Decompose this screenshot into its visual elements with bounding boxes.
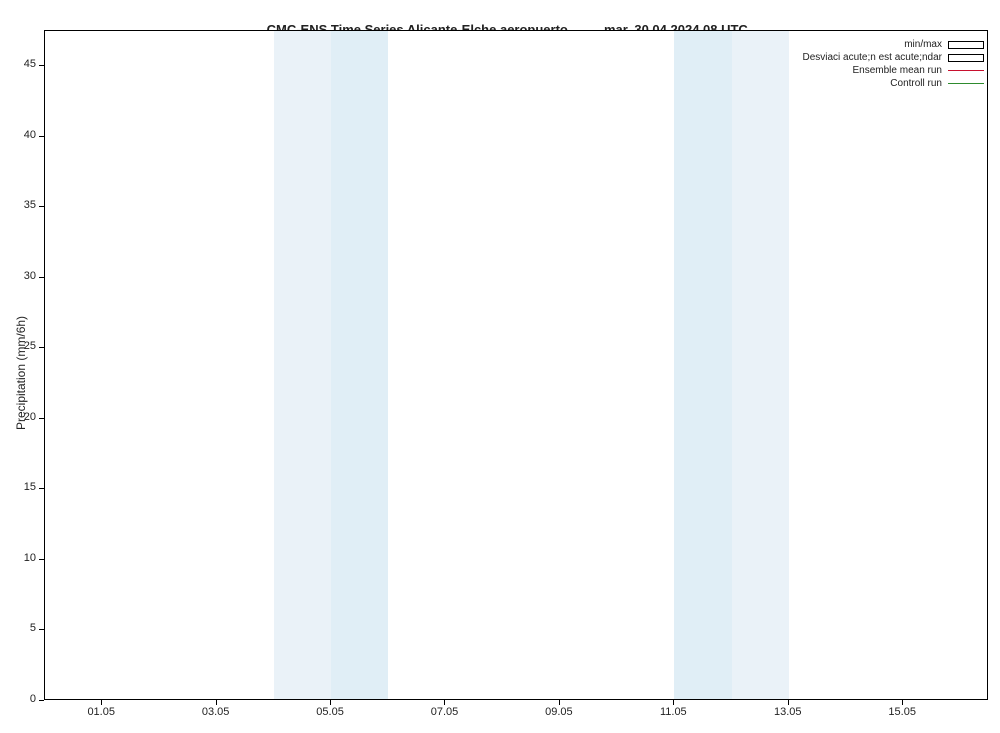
legend-label: min/max <box>904 39 942 50</box>
y-tick-label: 45 <box>6 58 36 70</box>
y-tick <box>39 418 44 419</box>
y-tick <box>39 700 44 701</box>
x-tick <box>216 700 217 705</box>
x-tick-label: 13.05 <box>774 706 802 718</box>
chart-container: CMC-ENS Time Series Alicante-Elche aerop… <box>0 0 1000 733</box>
x-tick-label: 01.05 <box>87 706 115 718</box>
y-tick-label: 40 <box>6 129 36 141</box>
y-tick <box>39 347 44 348</box>
y-tick <box>39 559 44 560</box>
y-tick-label: 0 <box>6 693 36 705</box>
shaded-band <box>331 31 388 699</box>
x-tick <box>902 700 903 705</box>
y-tick <box>39 629 44 630</box>
shaded-band <box>674 31 731 699</box>
legend: min/max Desviaci acute;n est acute;ndar En… <box>802 38 984 90</box>
x-tick-label: 11.05 <box>660 706 687 718</box>
legend-label: Controll run <box>890 78 942 89</box>
legend-sample <box>948 40 984 50</box>
y-tick-label: 20 <box>6 411 36 423</box>
legend-label: Desviaci acute;n est acute;ndar <box>802 52 942 63</box>
legend-item: min/max <box>802 38 984 51</box>
legend-item: Controll run <box>802 77 984 90</box>
shaded-band <box>274 31 331 699</box>
x-tick <box>444 700 445 705</box>
shaded-band <box>732 31 789 699</box>
y-tick <box>39 488 44 489</box>
legend-sample <box>948 53 984 63</box>
legend-sample <box>948 79 984 89</box>
x-tick <box>788 700 789 705</box>
x-tick-label: 03.05 <box>202 706 230 718</box>
y-tick <box>39 277 44 278</box>
y-tick-label: 30 <box>6 270 36 282</box>
y-tick-label: 5 <box>6 622 36 634</box>
plot-area <box>44 30 988 700</box>
y-tick-label: 15 <box>6 481 36 493</box>
x-tick-label: 07.05 <box>431 706 459 718</box>
y-tick-label: 10 <box>6 552 36 564</box>
x-tick-label: 05.05 <box>316 706 344 718</box>
x-tick-label: 09.05 <box>545 706 573 718</box>
y-tick <box>39 65 44 66</box>
x-tick <box>101 700 102 705</box>
legend-label: Ensemble mean run <box>853 65 943 76</box>
legend-item: Ensemble mean run <box>802 64 984 77</box>
y-tick <box>39 136 44 137</box>
y-tick-label: 25 <box>6 340 36 352</box>
x-tick <box>330 700 331 705</box>
x-tick <box>673 700 674 705</box>
x-tick-label: 15.05 <box>888 706 916 718</box>
y-tick-label: 35 <box>6 199 36 211</box>
legend-item: Desviaci acute;n est acute;ndar <box>802 51 984 64</box>
y-tick <box>39 206 44 207</box>
x-tick <box>559 700 560 705</box>
legend-sample <box>948 66 984 76</box>
